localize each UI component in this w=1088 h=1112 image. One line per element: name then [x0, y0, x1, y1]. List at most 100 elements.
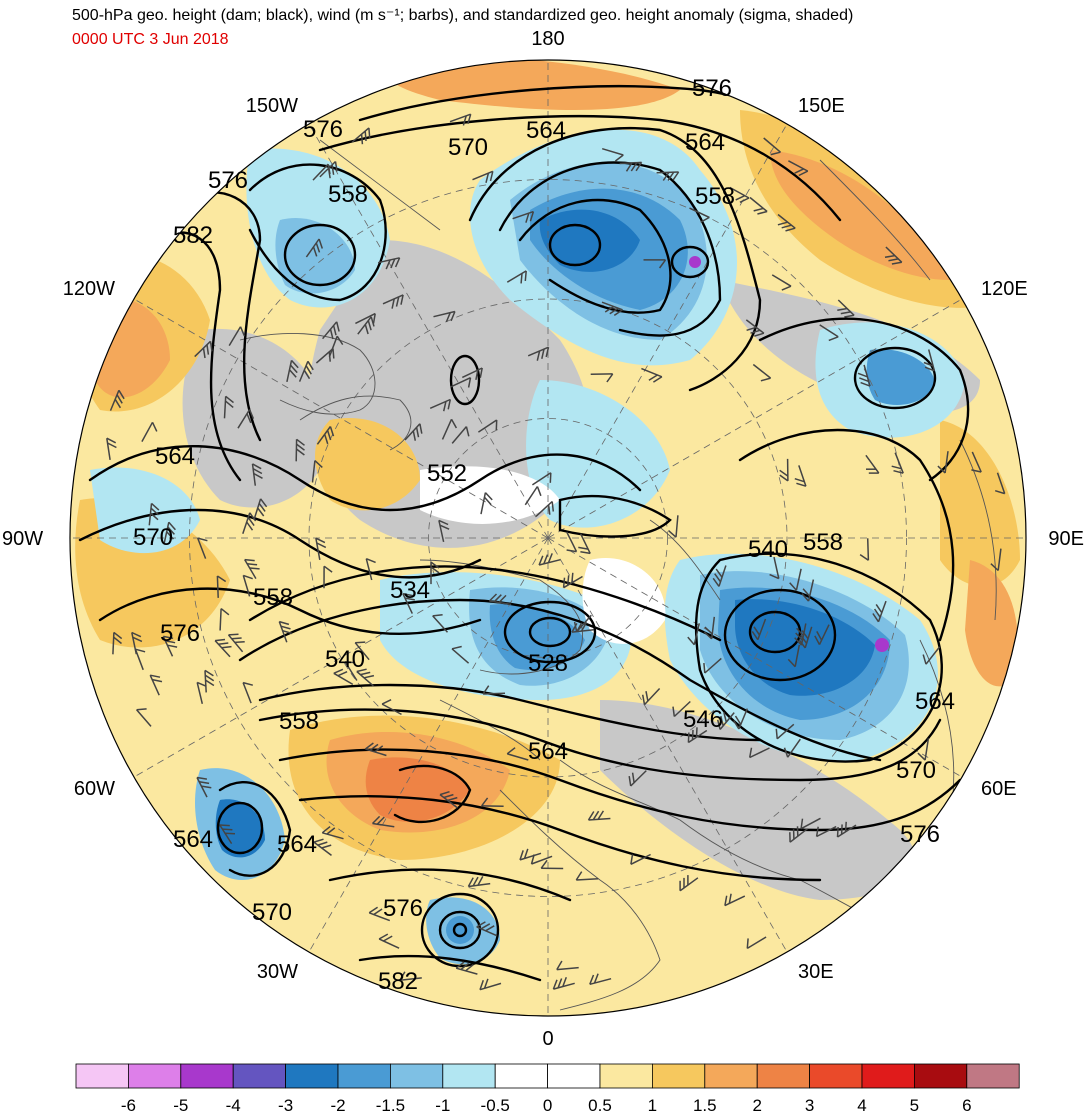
legend-swatch: [442, 1063, 496, 1089]
wind-barb: [305, 238, 324, 258]
legend-tick-label: 1: [648, 1096, 657, 1112]
wind-barb: [237, 409, 255, 429]
wind-barb: [228, 326, 246, 346]
wind-barb: [479, 978, 502, 991]
wind-barb: [787, 644, 801, 668]
wind-barb: [136, 708, 152, 727]
wind-barb: [323, 565, 333, 589]
wind-barb: [922, 646, 941, 665]
contour-label: 540: [325, 646, 365, 673]
legend-swatch: [232, 1063, 286, 1089]
wind-barb: [712, 565, 727, 587]
wind-barb: [351, 127, 371, 145]
contour-label: 576: [383, 895, 423, 922]
chart-title: 500-hPa geo. height (dam; black), wind (…: [72, 7, 854, 24]
wind-barb: [641, 687, 661, 706]
positive-anomaly-atlantic-core: [365, 757, 470, 822]
wind-barb: [106, 437, 117, 461]
wind-barb: [763, 137, 781, 156]
coast-iceland: [439, 699, 541, 761]
wind-barb: [729, 186, 750, 203]
legend-swatch: [756, 1063, 811, 1089]
contour-kara-534: [723, 588, 837, 682]
wind-barb: [800, 817, 821, 830]
legend-swatch: [704, 1063, 758, 1089]
meridian-line: [547, 537, 788, 953]
wind-barb: [451, 645, 470, 664]
wind-barb: [295, 438, 305, 462]
wind-barb: [214, 638, 232, 658]
wind-barb: [488, 593, 512, 606]
wind-barb: [432, 614, 449, 633]
legend-tick-label: -4: [226, 1096, 241, 1112]
wind-barb: [227, 633, 245, 653]
positive-anomaly-east-siberia-core: [770, 150, 950, 280]
wind-barb: [399, 971, 422, 982]
wind-barb: [219, 608, 230, 631]
wind-barb: [746, 936, 767, 950]
wind-barb: [552, 976, 575, 990]
wind-barb: [819, 324, 839, 342]
wind-barb: [477, 419, 498, 433]
neutral-area: [582, 558, 666, 644]
coast-scandinavia: [499, 789, 661, 1011]
lon-150w-label: 150W: [246, 95, 298, 117]
meridian-line: [133, 298, 549, 539]
contour-labels: 576 576 564 564 570 558 558 576 582 564 552 570 540 5…: [133, 75, 955, 995]
contour-564-labrador: [218, 780, 292, 877]
wind-barb: [402, 592, 415, 614]
wind-barb: [857, 364, 871, 387]
negative-anomaly-chukchi-core: [539, 209, 640, 272]
wind-barb: [163, 521, 176, 544]
wind-barb: [378, 933, 400, 949]
contour-high-atlantic: [393, 764, 472, 823]
meridian-line: [547, 537, 963, 778]
wind-barb: [433, 310, 456, 323]
meridian-line: [547, 298, 963, 539]
contour-570-north: [318, 115, 842, 222]
wind-barb: [601, 301, 624, 317]
wind-barb: [316, 426, 335, 445]
contour-label: 582: [378, 968, 418, 995]
legend-tick-label: -5: [173, 1096, 188, 1112]
contour-label: 570: [448, 134, 488, 161]
legend-tick-label: -2: [330, 1096, 345, 1112]
coast-canadian-archipelago: [239, 332, 376, 415]
contour-small-high: [449, 354, 481, 406]
legend-tick-label: 0: [543, 1096, 552, 1112]
latitude-circle: [189, 179, 907, 897]
wind-barb: [519, 848, 542, 861]
wind-barb: [752, 363, 772, 382]
wind-barb: [404, 423, 423, 441]
contour-564-south: [278, 748, 962, 832]
coast-hudson-bay: [299, 395, 412, 451]
contour-label: 558: [695, 183, 735, 210]
contour-564-north: [468, 126, 762, 392]
legend-swatch: [389, 1063, 444, 1089]
wind-barb: [506, 270, 527, 284]
legend-swatch: [547, 1063, 601, 1089]
lon-150e-label: 150E: [798, 95, 845, 117]
wind-barb: [112, 631, 123, 655]
contour-pole: [558, 494, 672, 538]
contour-label: 540: [748, 536, 788, 563]
wind-barb: [344, 661, 358, 681]
contour-label: 558: [279, 708, 319, 735]
wind-barb: [328, 335, 344, 358]
wind-barb: [355, 312, 376, 325]
contour-576-west: [178, 190, 262, 442]
contour-low-alaska: [283, 223, 357, 287]
wind-barb: [937, 451, 949, 474]
wind-barb: [769, 556, 780, 580]
wind-barb: [562, 572, 583, 589]
legend-tick-label: 1.5: [693, 1096, 717, 1112]
longitude-labels: 180 150E 120E 90E 60E 30E 0 30W 60W 90W 120W 150W: [2, 28, 1084, 1050]
wind-barb: [794, 465, 807, 487]
wind-barb: [251, 463, 263, 486]
legend-tick-label: 2: [752, 1096, 761, 1112]
contour-low-azores-inner: [438, 910, 482, 950]
wind-barb: [535, 500, 555, 517]
wind-barb: [333, 668, 354, 686]
wind-barb: [668, 515, 679, 538]
wind-barb: [244, 558, 260, 579]
